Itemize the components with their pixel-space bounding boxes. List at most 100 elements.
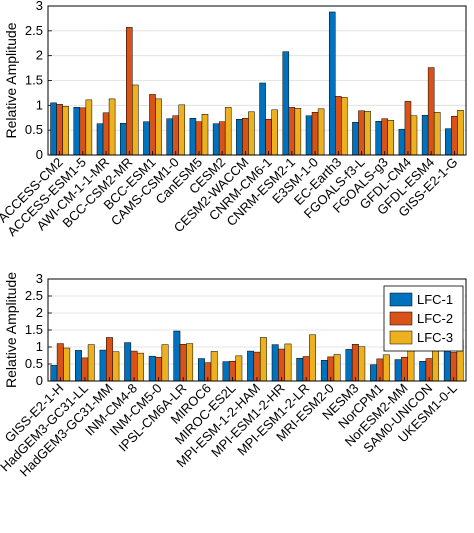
bar-lfc-1 <box>197 358 205 382</box>
bar-lfc-3 <box>294 108 302 156</box>
bar-lfc-2 <box>404 101 412 156</box>
bar-lfc-1 <box>296 357 304 382</box>
y-tick-label: 2 <box>36 305 43 320</box>
legend-swatch <box>389 330 413 345</box>
bar-lfc-3 <box>85 99 93 156</box>
legend-swatch <box>389 292 413 307</box>
bar-lfc-1 <box>247 350 255 382</box>
bar-lfc-3 <box>108 98 116 156</box>
bar-lfc-3 <box>87 344 95 382</box>
bar-lfc-1 <box>282 51 290 156</box>
bar-lfc-2 <box>358 110 365 156</box>
bar-lfc-2 <box>172 115 179 156</box>
bar-lfc-1 <box>419 361 427 382</box>
y-tick-label: 1 <box>36 339 43 354</box>
bar-lfc-3 <box>341 97 348 156</box>
bar-lfc-1 <box>96 123 104 156</box>
bar-lfc-1 <box>259 82 266 156</box>
bar-lfc-3 <box>178 104 186 156</box>
axes-box <box>47 278 467 382</box>
bar-lfc-1 <box>352 121 359 156</box>
bar-lfc-1 <box>271 344 279 382</box>
bar-lfc-2 <box>278 348 286 382</box>
bar-lfc-1 <box>375 120 382 156</box>
bar-lfc-3 <box>235 355 243 382</box>
y-tick-label: 2 <box>36 48 43 63</box>
bar-lfc-2 <box>335 96 342 156</box>
bar-lfc-2 <box>427 67 435 156</box>
bar-lfc-3 <box>186 343 194 382</box>
bar-lfc-2 <box>195 121 203 156</box>
bar-lfc-1 <box>166 118 173 156</box>
bar-lfc-2 <box>102 112 110 156</box>
bar-lfc-2 <box>288 107 296 156</box>
y-tick-label: 3 <box>36 271 43 286</box>
legend-label: LFC-1 <box>417 292 453 307</box>
bar-lfc-3 <box>259 337 267 382</box>
bar-lfc-1 <box>421 115 429 156</box>
legend-label: LFC-3 <box>417 330 453 345</box>
bar-lfc-1 <box>212 123 220 156</box>
bar-lfc-1 <box>143 121 150 156</box>
bar-lfc-3 <box>137 352 144 382</box>
bar-lfc-3 <box>457 110 464 156</box>
bar-lfc-2 <box>130 350 138 382</box>
bar-lfc-2 <box>253 351 261 382</box>
legend-swatch <box>389 311 413 326</box>
bar-lfc-2 <box>381 118 388 156</box>
bar-lfc-3 <box>210 351 218 382</box>
y-tick-label: 0.5 <box>25 122 43 137</box>
y-tick-label: 2.5 <box>25 288 43 303</box>
bar-lfc-3 <box>364 111 371 156</box>
bar-lfc-3 <box>433 112 441 156</box>
bar-lfc-2 <box>126 27 133 156</box>
bar-lfc-2 <box>179 344 187 382</box>
bar-lfc-3 <box>410 115 418 156</box>
bar-lfc-3 <box>62 106 69 156</box>
bar-lfc-1 <box>394 359 402 382</box>
bar-lfc-2 <box>149 94 156 156</box>
bar-lfc-3 <box>333 354 341 382</box>
bar-lfc-3 <box>284 343 292 382</box>
bar-lfc-2 <box>106 337 113 382</box>
bar-lfc-3 <box>387 119 395 156</box>
bar-lfc-2 <box>56 343 64 382</box>
bar-lfc-1 <box>148 355 156 382</box>
bar-lfc-2 <box>311 112 319 156</box>
bar-lfc-2 <box>265 118 272 156</box>
y-tick-label: 3 <box>36 0 43 13</box>
bar-lfc-1 <box>445 128 452 156</box>
bar-lfc-1 <box>50 365 58 382</box>
bar-lfc-3 <box>317 108 325 156</box>
y-tick-label: 0 <box>36 147 43 162</box>
bar-lfc-1 <box>222 361 230 382</box>
bar-lfc-1 <box>99 349 107 382</box>
bar-lfc-1 <box>189 117 197 156</box>
bar-lfc-1 <box>305 115 313 156</box>
legend: LFC-1 LFC-2 LFC-3 <box>383 285 464 352</box>
bar-lfc-1 <box>75 350 82 382</box>
bar-lfc-3 <box>63 347 71 382</box>
y-tick-label: 1 <box>36 97 43 112</box>
y-tick-label: 2.5 <box>25 23 43 38</box>
bar-lfc-1 <box>50 102 57 156</box>
bar-lfc-1 <box>443 349 451 382</box>
y-tick-label: 1.5 <box>25 73 43 88</box>
bar-lfc-3 <box>161 344 169 382</box>
y-tick-label: 0.5 <box>25 356 43 371</box>
bar-lfc-3 <box>309 334 317 382</box>
y-tick-label: 1.5 <box>25 322 43 337</box>
bar-lfc-2 <box>450 352 458 382</box>
axes-box <box>47 5 467 156</box>
bar-lfc-1 <box>345 349 353 382</box>
bar-lfc-2 <box>56 104 63 156</box>
bar-lfc-2 <box>451 116 458 156</box>
bar-lfc-1 <box>236 118 243 156</box>
bar-lfc-2 <box>79 107 87 156</box>
bar-lfc-3 <box>201 114 209 156</box>
bar-lfc-1 <box>328 11 336 156</box>
bar-lfc-2 <box>218 121 226 156</box>
bar-lfc-3 <box>382 354 390 382</box>
y-axis-label: Relative Amplitude <box>3 22 19 138</box>
